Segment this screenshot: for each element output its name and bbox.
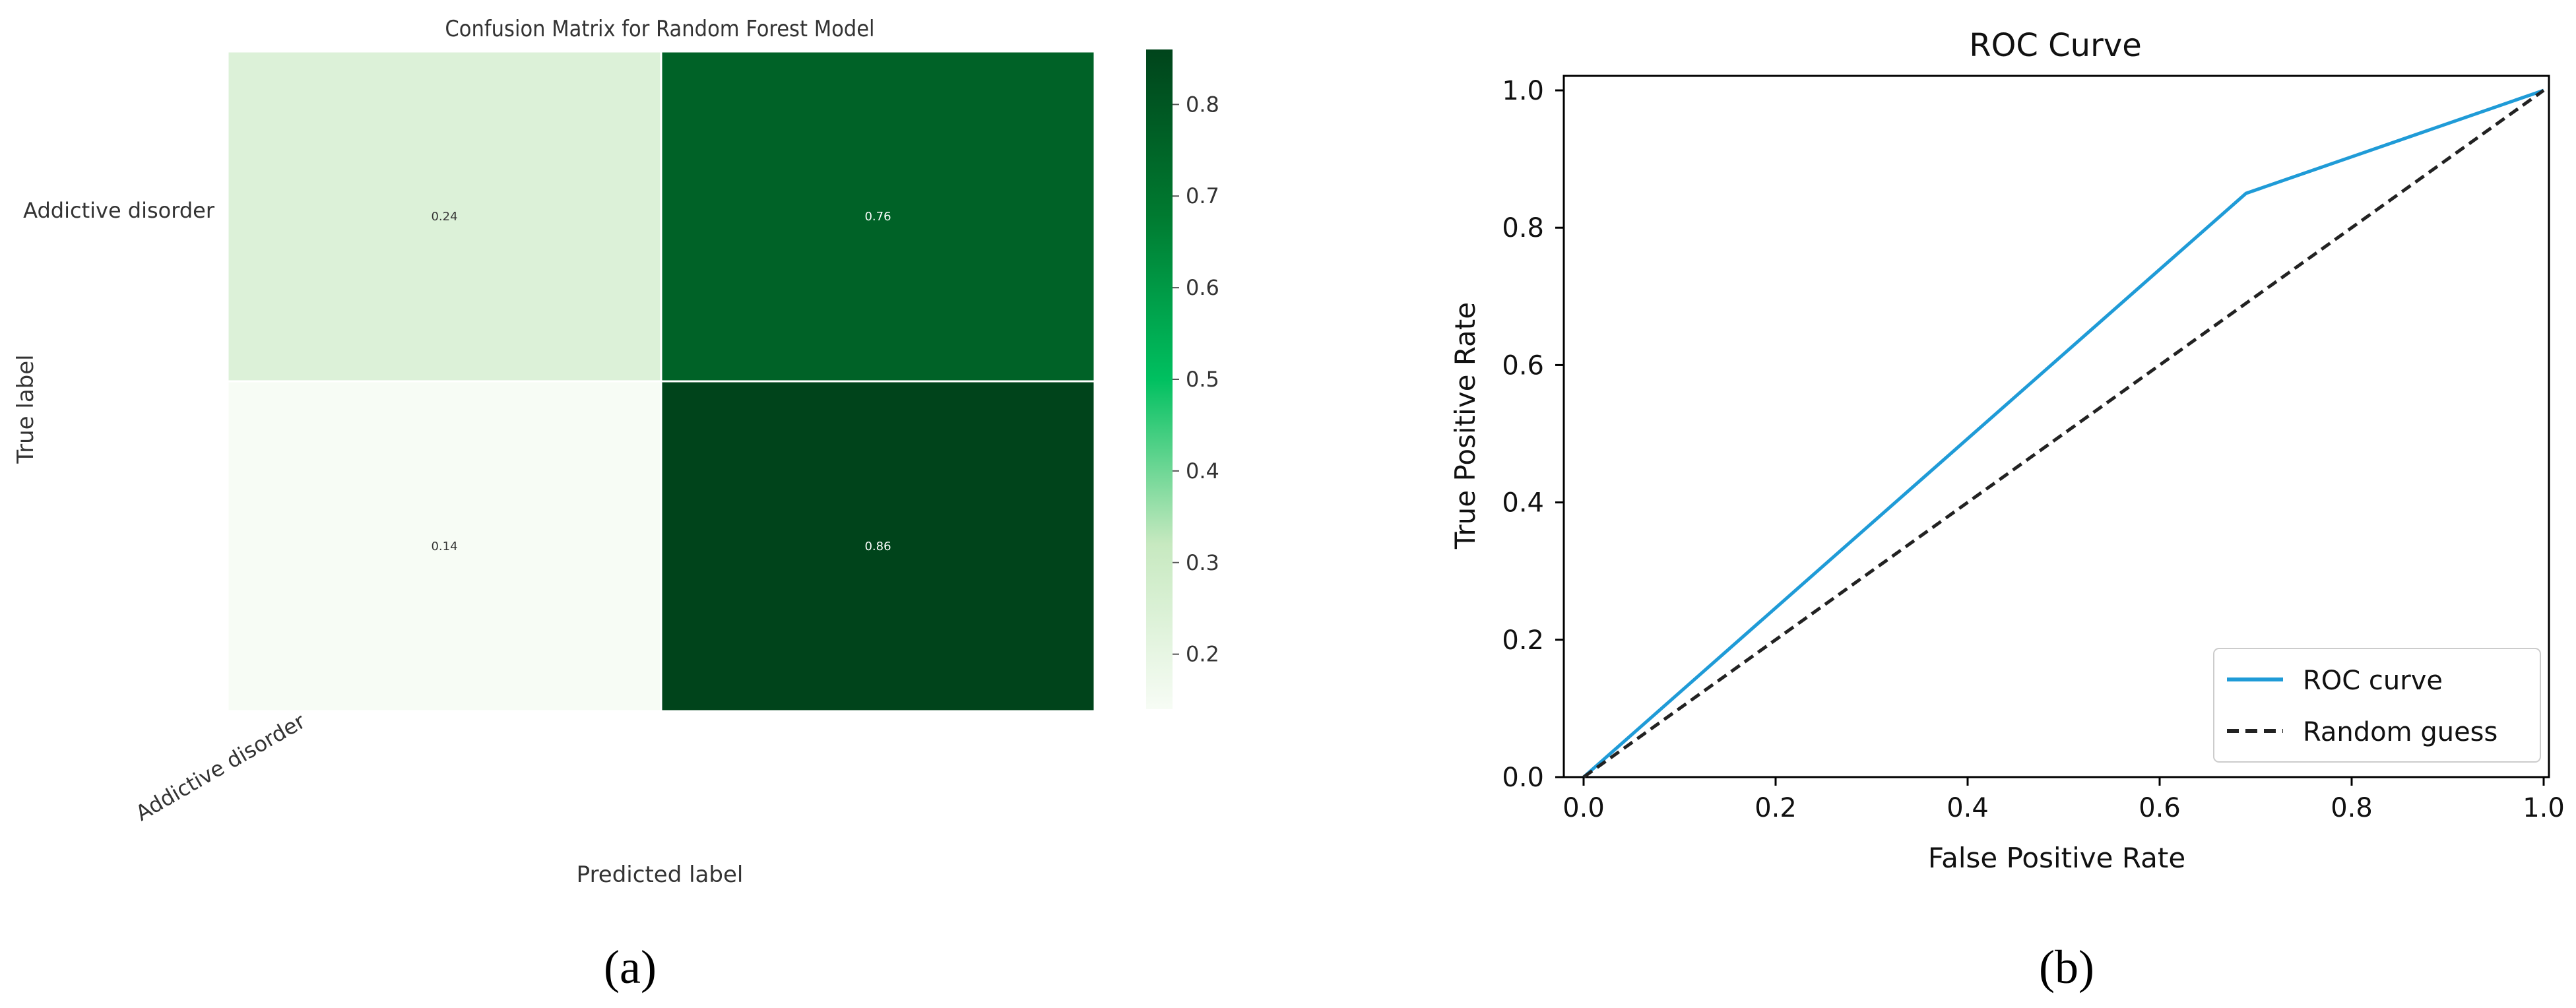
cm-x-tick-label: Addictive disorder [131,709,310,826]
cm-cell [660,50,1096,383]
cm-cell [226,50,662,383]
roc-title: ROC Curve [1969,27,2142,64]
cm-cell [660,380,1096,712]
caption-b: (b) [2039,941,2094,993]
roc-legend-box [2213,648,2541,763]
roc-x-tick-label: 0.6 [2139,793,2181,823]
roc-y-tick-label: 0.8 [1502,213,1544,243]
roc-y-tick-label: 0.0 [1502,763,1544,793]
cm-colorbar-tick-label: 0.2 [1186,642,1219,667]
cm-cell [226,380,662,712]
cm-cell-value: 0.76 [864,210,891,224]
roc-lines [1582,88,2545,779]
roc-curve-line [1582,88,2544,778]
cm-ylabel: True label [13,354,39,464]
roc-legend-label-roc: ROC curve [2303,666,2443,696]
roc-ylabel: True Positive Rate [1449,302,1481,550]
roc-panel: ROC Curve 0.0 0.2 0.4 0.6 0.8 1.0 0.0 0.2 0.4 0.6… [1449,27,2565,874]
roc-x-tick-label: 0.2 [1755,793,1797,823]
random-guess-line [1582,88,2545,779]
roc-x-tick-label: 0.8 [2331,793,2373,823]
cm-colorbar-tick-label: 0.4 [1186,458,1219,484]
confusion-matrix-panel: Confusion Matrix for Random Forest Model… [13,16,1219,888]
cm-colorbar-tick-label: 0.5 [1186,367,1219,392]
cm-colorbar-tick-label: 0.6 [1186,275,1219,300]
cm-cell-value: 0.86 [864,540,891,553]
cm-colorbar [1146,49,1173,709]
roc-legend-label-random: Random guess [2303,717,2497,747]
roc-y-tick-label: 0.4 [1502,488,1544,519]
cm-colorbar-tick-label: 0.3 [1186,550,1219,575]
cm-value-labels: 0.24 0.76 0.14 0.86 [431,210,891,553]
cm-cell-value: 0.24 [431,210,457,224]
cm-colorbar-tick-label: 0.7 [1186,183,1219,208]
roc-xlabel: False Positive Rate [1928,842,2185,874]
cm-xlabel: Predicted label [577,862,744,888]
cm-title: Confusion Matrix for Random Forest Model [445,16,874,42]
roc-ticks: 0.0 0.2 0.4 0.6 0.8 1.0 0.0 0.2 0.4 0.6 0.8 1.0 [1502,76,2564,823]
roc-y-tick-label: 0.6 [1502,350,1544,381]
cm-colorbar-ticks: 0.2 0.3 0.4 0.5 0.6 0.7 0.8 [1173,92,1219,667]
roc-legend: ROC curve Random guess [2213,648,2541,763]
roc-x-tick-label: 0.4 [1947,793,1989,823]
cm-cell-value: 0.14 [431,540,457,553]
caption-a: (a) [604,941,657,993]
cm-colorbar-tick-label: 0.8 [1186,92,1219,117]
roc-y-tick-label: 0.2 [1502,625,1544,656]
roc-x-tick-label: 0.0 [1562,793,1605,823]
roc-plot-frame [1562,75,2550,778]
roc-y-tick-label: 1.0 [1502,76,1544,106]
roc-x-tick-label: 1.0 [2523,793,2565,823]
cm-cells [226,50,1096,712]
cm-y-tick-label: Addictive disorder [23,198,215,223]
